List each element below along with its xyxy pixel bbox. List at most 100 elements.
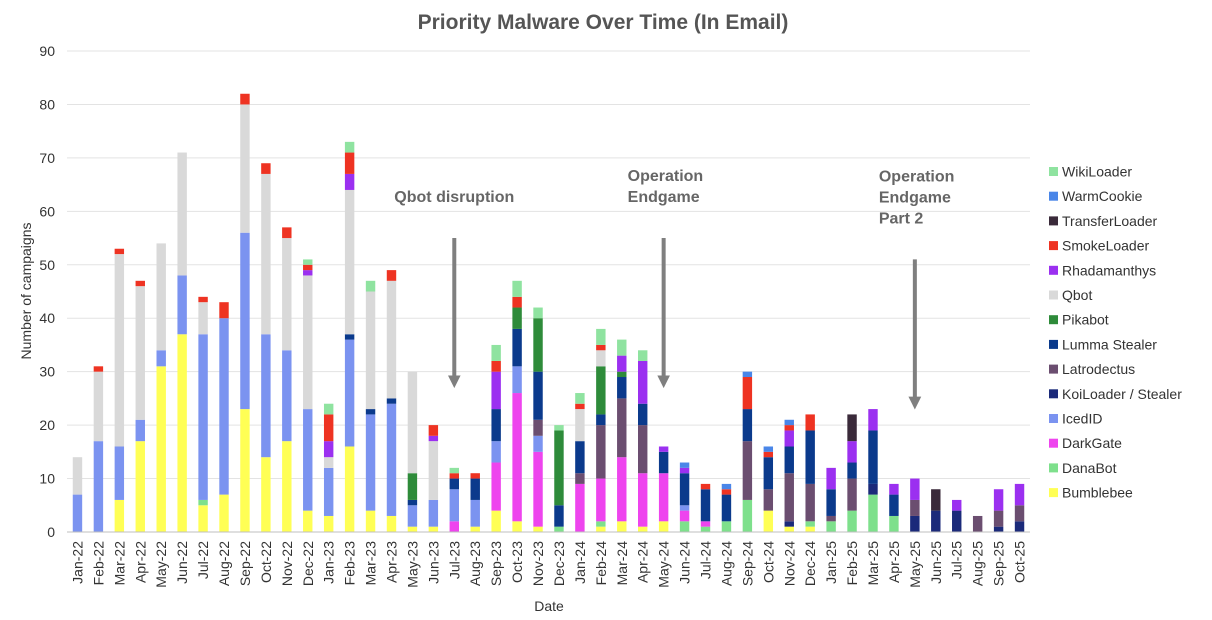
x-tick-label: Nov-22 xyxy=(279,541,295,586)
bar-segment-danabot xyxy=(889,515,899,532)
bar-segment-wikiloader xyxy=(323,403,334,415)
bar-segment-qbot xyxy=(428,441,439,500)
bar-segment-icedid xyxy=(93,441,104,532)
x-tick-label: Sep-22 xyxy=(237,541,253,586)
bar-segment-qbot xyxy=(596,350,606,367)
bar-segment-smokeloader xyxy=(721,489,732,495)
x-tick-label: May-25 xyxy=(907,541,923,588)
bar-segment-koiloader-stealer xyxy=(1014,521,1025,532)
bar-segment-darkgate xyxy=(491,462,501,511)
y-tick-label: 60 xyxy=(39,203,55,219)
bar-segment-transferloader xyxy=(847,414,857,442)
legend-item-wikiloader: WikiLoader xyxy=(1049,164,1132,180)
legend-label: WikiLoader xyxy=(1062,164,1132,180)
bar-segment-koiloader-stealer xyxy=(910,515,920,532)
bar-segment-rhadamanthys xyxy=(847,441,857,463)
bar-segment-lumma-stealer xyxy=(889,494,899,516)
x-tick-label: Oct-24 xyxy=(760,541,776,583)
bar-segment-pikabot xyxy=(554,430,564,506)
bar-segment-smokeloader xyxy=(93,366,104,372)
legend-label: IcedID xyxy=(1062,411,1102,427)
bar-segment-lumma-stealer xyxy=(617,377,627,399)
bar-segment-lumma-stealer xyxy=(742,409,753,442)
bar-segment-qbot xyxy=(135,286,145,420)
x-tick-label: Dec-24 xyxy=(802,541,818,586)
bar-segment-warmcookie xyxy=(742,371,753,378)
x-tick-label: Oct-23 xyxy=(509,541,525,583)
bar-segment-lumma-stealer xyxy=(449,478,459,490)
bar-segment-icedid xyxy=(198,334,208,500)
annotations: Qbot disruption Operation Endgame Operation… xyxy=(394,168,954,410)
bar-segment-wikiloader xyxy=(344,141,355,153)
legend-swatch xyxy=(1049,463,1058,473)
bar-segment-bumblebee xyxy=(365,510,376,532)
bar-segment-rhadamanthys xyxy=(889,483,899,495)
bar-segment-icedid xyxy=(323,467,334,516)
x-tick-label: Apr-25 xyxy=(886,541,902,583)
bar-segment-qbot xyxy=(261,173,271,335)
bar-segment-lumma-stealer xyxy=(784,446,794,474)
legend-swatch xyxy=(1049,265,1058,275)
bar-segment-lumma-stealer xyxy=(554,505,564,527)
bar-segment-koiloader-stealer xyxy=(952,510,962,532)
bar-segment-smokeloader xyxy=(512,296,522,308)
bar-segment-danabot xyxy=(742,499,753,532)
bar-segment-icedid xyxy=(449,489,459,522)
y-tick-label: 50 xyxy=(39,257,55,273)
x-tick-label: Jan-24 xyxy=(572,541,588,584)
legend-label: Pikabot xyxy=(1062,312,1109,328)
x-tick-label: Nov-23 xyxy=(530,541,546,586)
x-tick-label: Mar-22 xyxy=(111,541,127,586)
bar-segment-bumblebee xyxy=(198,505,208,532)
bar-segment-wikiloader xyxy=(638,350,648,361)
bar-segment-lumma-stealer xyxy=(470,478,480,500)
x-tick-label: Aug-24 xyxy=(718,541,734,586)
annotation-label: Endgame xyxy=(628,189,700,206)
x-tick-label: Mar-25 xyxy=(865,541,881,586)
bar-segment-latrodectus xyxy=(1014,505,1025,522)
bar-segment-qbot xyxy=(198,302,208,335)
bar-segment-smokeloader xyxy=(805,414,815,431)
legend-swatch xyxy=(1049,241,1058,251)
bar-segment-pikabot xyxy=(512,307,522,329)
axes: 0 10 20 30 40 50 60 70 80 90 Jan-22 Feb-22 Mar-22 Apr… xyxy=(39,43,1030,588)
bar-segment-qbot xyxy=(156,243,166,351)
bar-segment-rhadamanthys xyxy=(993,489,1004,511)
bar-segment-latrodectus xyxy=(763,489,774,511)
bar-segment-lumma-stealer xyxy=(386,398,397,404)
bar-segment-smokeloader xyxy=(470,473,480,479)
legend-item-warmcookie: WarmCookie xyxy=(1049,188,1143,204)
bar-segment-latrodectus xyxy=(617,398,627,458)
bar-segment-warmcookie xyxy=(679,462,690,468)
bar-segment-qbot xyxy=(177,152,187,276)
bar-segment-warmcookie xyxy=(784,419,794,426)
bar-segment-icedid xyxy=(240,232,250,410)
y-tick-label: 10 xyxy=(39,471,55,487)
bar-segment-qbot xyxy=(303,275,313,410)
bar-segment-pikabot xyxy=(596,366,606,415)
bar-segment-rhadamanthys xyxy=(1014,483,1025,506)
bar-segment-danabot xyxy=(847,510,857,532)
bar-segment-rhadamanthys xyxy=(303,270,313,276)
x-tick-label: Jun-22 xyxy=(174,541,190,584)
legend-item-pikabot: Pikabot xyxy=(1049,312,1109,328)
bar-segment-smokeloader xyxy=(575,403,585,410)
bar-segment-smokeloader xyxy=(135,280,145,287)
bar-segment-pikabot xyxy=(407,473,418,500)
legend-swatch xyxy=(1049,364,1058,374)
bar-segment-rhadamanthys xyxy=(658,446,669,452)
bar-segment-rhadamanthys xyxy=(323,441,334,458)
bar-segment-rhadamanthys xyxy=(638,360,648,404)
legend-item-icedid: IcedID xyxy=(1049,411,1102,427)
legend-swatch xyxy=(1049,339,1058,349)
y-tick-label: 20 xyxy=(39,417,55,433)
legend-swatch xyxy=(1049,216,1058,226)
y-tick-label: 40 xyxy=(39,310,55,326)
bar-segment-pikabot xyxy=(533,318,543,372)
legend-item-bumblebee: Bumblebee xyxy=(1049,485,1133,501)
legend-label: WarmCookie xyxy=(1062,188,1143,204)
bar-segment-darkgate xyxy=(638,473,648,527)
bar-segment-icedid xyxy=(470,499,480,527)
x-tick-label: Sep-24 xyxy=(739,541,755,586)
bar-segment-latrodectus xyxy=(533,419,543,436)
